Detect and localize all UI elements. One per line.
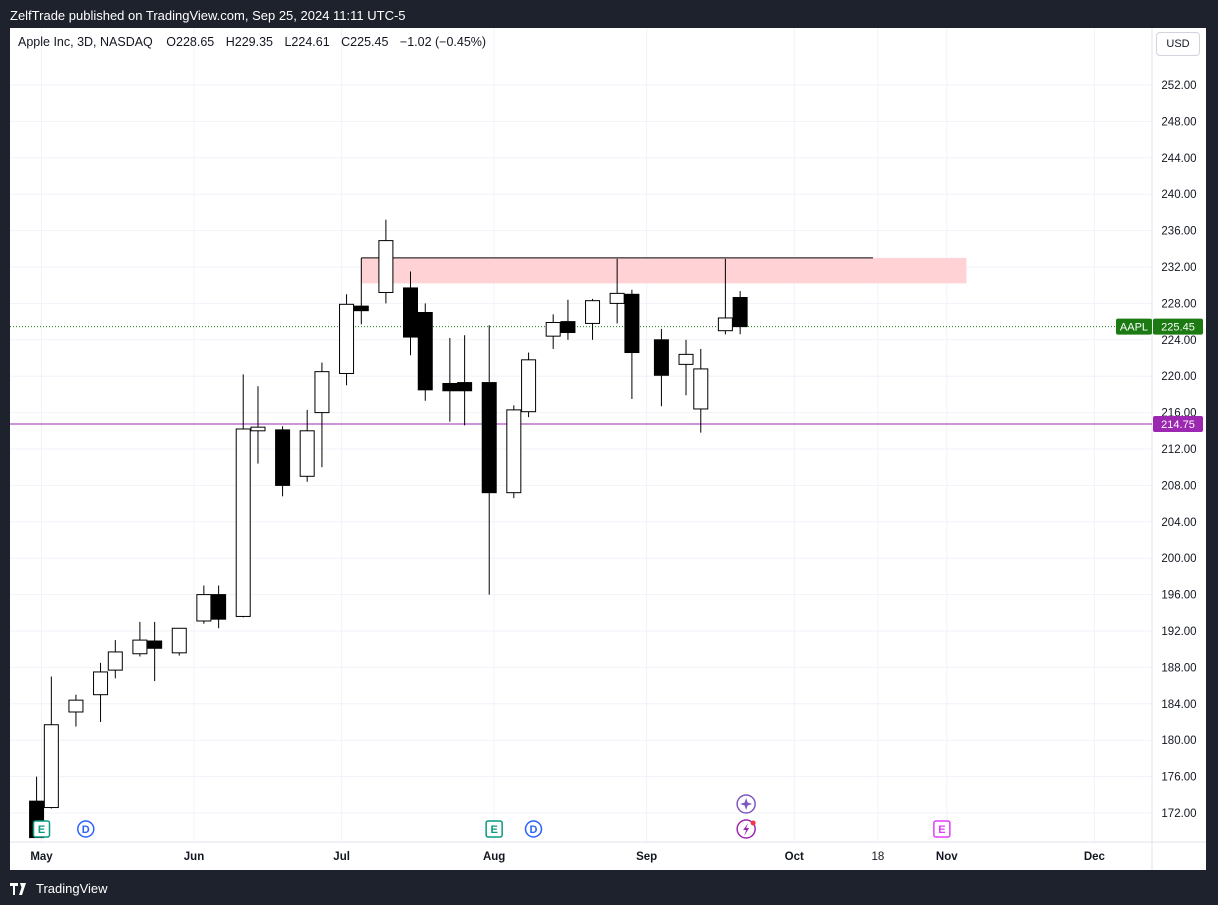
candle-up[interactable] bbox=[68, 699, 84, 713]
time-tick-label: Oct bbox=[785, 851, 804, 863]
candle-up[interactable] bbox=[545, 322, 561, 337]
time-tick-label: Sep bbox=[636, 851, 657, 863]
price-tick-label: 236.00 bbox=[1161, 226, 1196, 238]
time-tick-label: Jun bbox=[184, 851, 204, 863]
time-tick-label: Aug bbox=[483, 851, 505, 863]
legend-change: −1.02 (−0.45%) bbox=[399, 35, 487, 49]
candle-down[interactable] bbox=[653, 339, 669, 376]
price-tick-label: 200.00 bbox=[1161, 553, 1196, 565]
candle-up[interactable] bbox=[93, 671, 109, 696]
candle-down[interactable] bbox=[417, 312, 433, 391]
candle-up[interactable] bbox=[339, 303, 355, 374]
candle-down[interactable] bbox=[560, 321, 576, 334]
price-tick-label: 204.00 bbox=[1161, 517, 1196, 529]
candle-up[interactable] bbox=[196, 594, 212, 622]
flash-news-icon-glyph bbox=[743, 823, 750, 836]
time-tick-label: 18 bbox=[872, 851, 885, 863]
ohlc-legend: Apple Inc, 3D, NASDAQ O228.65 H229.35 L2… bbox=[18, 35, 494, 49]
event-marker-letter: D bbox=[530, 824, 538, 836]
notification-dot-icon bbox=[750, 820, 756, 826]
price-tick-label: 196.00 bbox=[1161, 590, 1196, 602]
price-tick-label: 192.00 bbox=[1161, 626, 1196, 638]
currency-button[interactable]: USD bbox=[1156, 32, 1200, 56]
earnings-marker-icon[interactable] bbox=[933, 820, 951, 838]
price-tick-label: 188.00 bbox=[1161, 662, 1196, 674]
earnings-marker-icon[interactable] bbox=[485, 820, 503, 838]
candle-up[interactable] bbox=[693, 368, 709, 410]
event-marker-letter: E bbox=[938, 824, 945, 836]
tradingview-brand: TradingView bbox=[36, 881, 108, 896]
candle-down[interactable] bbox=[211, 594, 227, 620]
candle-up[interactable] bbox=[107, 651, 123, 671]
sparkle-icon-glyph bbox=[740, 798, 753, 810]
candle-down[interactable] bbox=[275, 429, 291, 486]
candle-up[interactable] bbox=[314, 371, 330, 414]
price-tick-label: 244.00 bbox=[1161, 153, 1196, 165]
candle-down[interactable] bbox=[442, 382, 458, 392]
price-tick-label: 172.00 bbox=[1161, 808, 1196, 820]
time-tick-label: May bbox=[30, 851, 53, 863]
symbol-title[interactable]: Apple Inc, 3D, NASDAQ bbox=[18, 35, 153, 49]
price-tick-label: 180.00 bbox=[1161, 735, 1196, 747]
candle-up[interactable] bbox=[521, 359, 537, 413]
price-tick-label: 208.00 bbox=[1161, 480, 1196, 492]
time-tick-label: Jul bbox=[333, 851, 350, 863]
supply-zone[interactable] bbox=[361, 257, 967, 284]
dividend-marker-icon[interactable] bbox=[77, 820, 95, 838]
last-price-tag bbox=[1153, 318, 1203, 335]
publisher-line: ZelfTrade published on TradingView.com, … bbox=[10, 8, 406, 23]
dividend-marker-icon[interactable] bbox=[524, 820, 543, 838]
price-tick-label: 232.00 bbox=[1161, 262, 1196, 274]
time-tick-label: Nov bbox=[936, 851, 958, 863]
symbol-price-tag-label: AAPL bbox=[1120, 322, 1148, 334]
price-tick-label: 176.00 bbox=[1161, 772, 1196, 784]
price-tick-label: 252.00 bbox=[1161, 80, 1196, 92]
candle-up[interactable] bbox=[678, 353, 694, 365]
price-tick-label: 224.00 bbox=[1161, 335, 1196, 347]
candle-up[interactable] bbox=[132, 639, 148, 655]
earnings-marker-icon[interactable] bbox=[32, 820, 51, 838]
candle-up[interactable] bbox=[250, 426, 266, 432]
legend-close: C225.45 bbox=[341, 35, 389, 49]
legend-low: L224.61 bbox=[284, 35, 330, 49]
candle-down[interactable] bbox=[481, 382, 497, 494]
price-tick-label: 248.00 bbox=[1161, 116, 1196, 128]
candle-down[interactable] bbox=[353, 305, 369, 312]
candle-down[interactable] bbox=[624, 293, 640, 354]
symbol-price-tag bbox=[1116, 318, 1152, 335]
candle-down[interactable] bbox=[147, 640, 163, 649]
candle-up[interactable] bbox=[717, 317, 733, 332]
candle-down[interactable] bbox=[403, 287, 418, 338]
price-tick-label: 184.00 bbox=[1161, 699, 1196, 711]
candle-up[interactable] bbox=[43, 724, 59, 809]
last-price-tag-label: 225.45 bbox=[1161, 322, 1195, 334]
candle-up[interactable] bbox=[585, 300, 601, 324]
candle-down[interactable] bbox=[732, 296, 748, 328]
price-tick-label: 220.00 bbox=[1161, 371, 1196, 383]
event-marker-letter: D bbox=[82, 824, 90, 836]
event-marker-letter: E bbox=[490, 824, 497, 836]
price-tick-label: 212.00 bbox=[1161, 444, 1196, 456]
candle-up[interactable] bbox=[506, 409, 522, 494]
price-tick-label: 240.00 bbox=[1161, 189, 1196, 201]
event-marker-letter: E bbox=[38, 824, 45, 836]
level-price-tag bbox=[1153, 415, 1203, 432]
tradingview-logo[interactable]: TradingView bbox=[10, 881, 108, 896]
tradingview-logo-icon bbox=[10, 882, 26, 895]
candle-up[interactable] bbox=[235, 428, 251, 617]
candle-up[interactable] bbox=[171, 627, 187, 654]
legend-open: O228.65 bbox=[166, 35, 215, 49]
level-price-tag-label: 214.75 bbox=[1161, 419, 1195, 431]
candle-up[interactable] bbox=[609, 292, 625, 304]
publisher-bar: ZelfTrade published on TradingView.com, … bbox=[0, 0, 1218, 28]
time-tick-label: Dec bbox=[1084, 851, 1106, 863]
candle-down[interactable] bbox=[457, 382, 473, 392]
candle-up[interactable] bbox=[299, 430, 315, 477]
candle-up[interactable] bbox=[378, 240, 394, 293]
legend-high: H229.35 bbox=[225, 35, 273, 49]
price-tick-label: 228.00 bbox=[1161, 298, 1196, 310]
footer-bar: TradingView bbox=[0, 870, 1218, 905]
